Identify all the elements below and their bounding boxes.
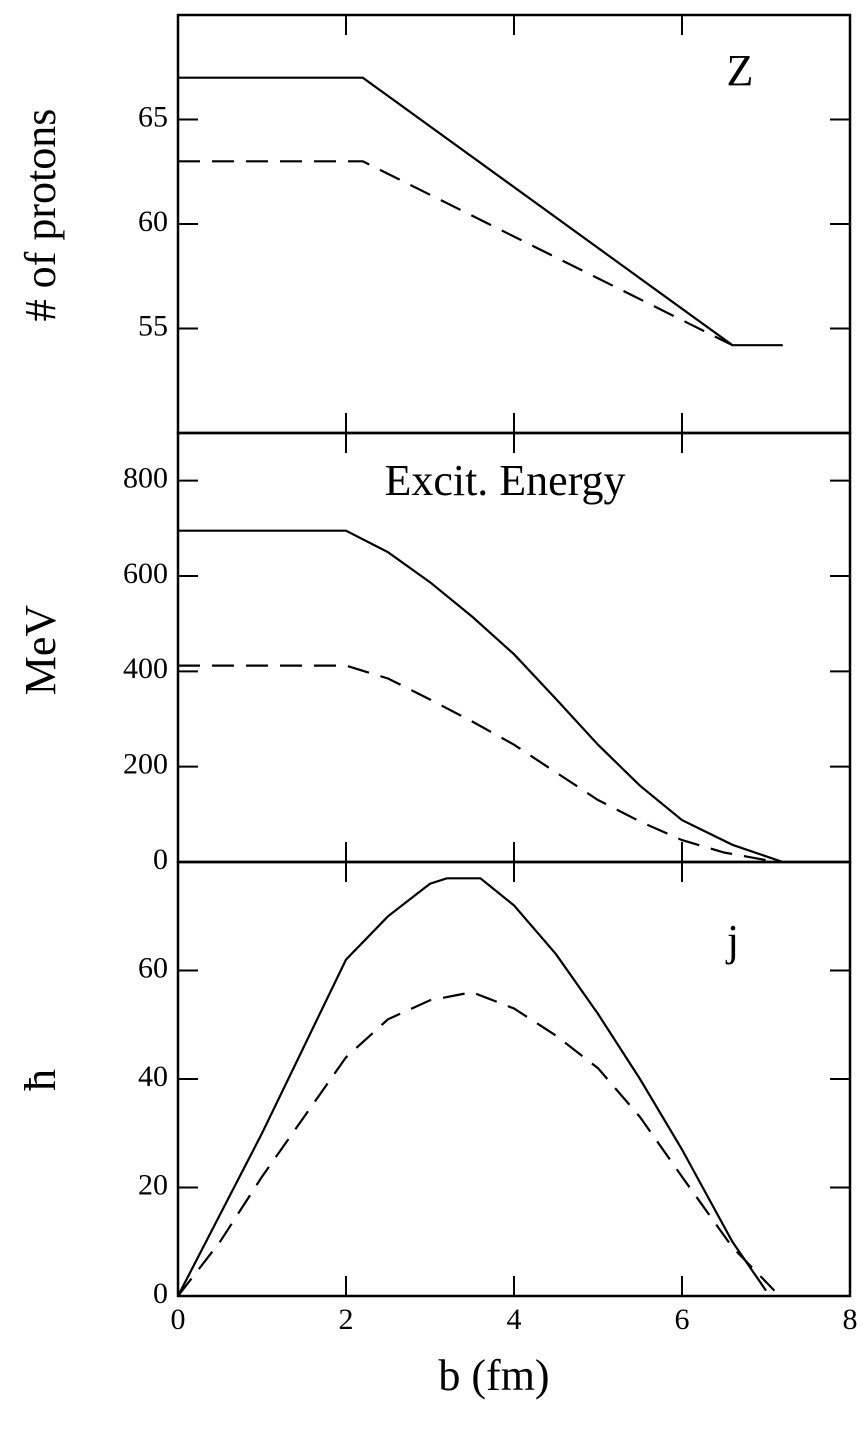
data-line (178, 160, 733, 347)
y-axis-label: ħ (16, 1069, 65, 1091)
x-tick-label: 2 (339, 1303, 354, 1336)
y-tick-label: 60 (138, 205, 168, 238)
y-axis-label: MeV (16, 605, 65, 696)
annotation: j (725, 916, 739, 965)
y-tick-label: 800 (123, 462, 168, 495)
data-line (177, 991, 776, 1297)
annotation: Excit. Energy (384, 456, 625, 505)
y-tick-label: 20 (138, 1168, 168, 1201)
y-tick-label: 60 (138, 951, 168, 984)
x-tick-label: 6 (675, 1303, 690, 1336)
y-tick-label: 40 (138, 1060, 168, 1093)
y-tick-label: 400 (123, 652, 168, 685)
y-tick-label: 0 (153, 1277, 168, 1310)
x-axis-label: b (fm) (438, 1351, 549, 1400)
data-line (178, 664, 767, 862)
y-tick-label: 0 (153, 843, 168, 876)
y-tick-label: 200 (123, 748, 168, 781)
y-tick-label: 65 (138, 100, 168, 133)
y-axis-label: # of protons (16, 109, 65, 322)
data-line (177, 877, 767, 1297)
y-tick-label: 600 (123, 557, 168, 590)
data-line (178, 529, 784, 864)
x-tick-label: 0 (171, 1303, 186, 1336)
data-line (178, 76, 783, 347)
y-tick-label: 55 (138, 309, 168, 342)
x-tick-label: 8 (843, 1303, 858, 1336)
x-tick-label: 4 (507, 1303, 522, 1336)
panel-frame (176, 860, 852, 1298)
annotation: Z (727, 46, 754, 95)
